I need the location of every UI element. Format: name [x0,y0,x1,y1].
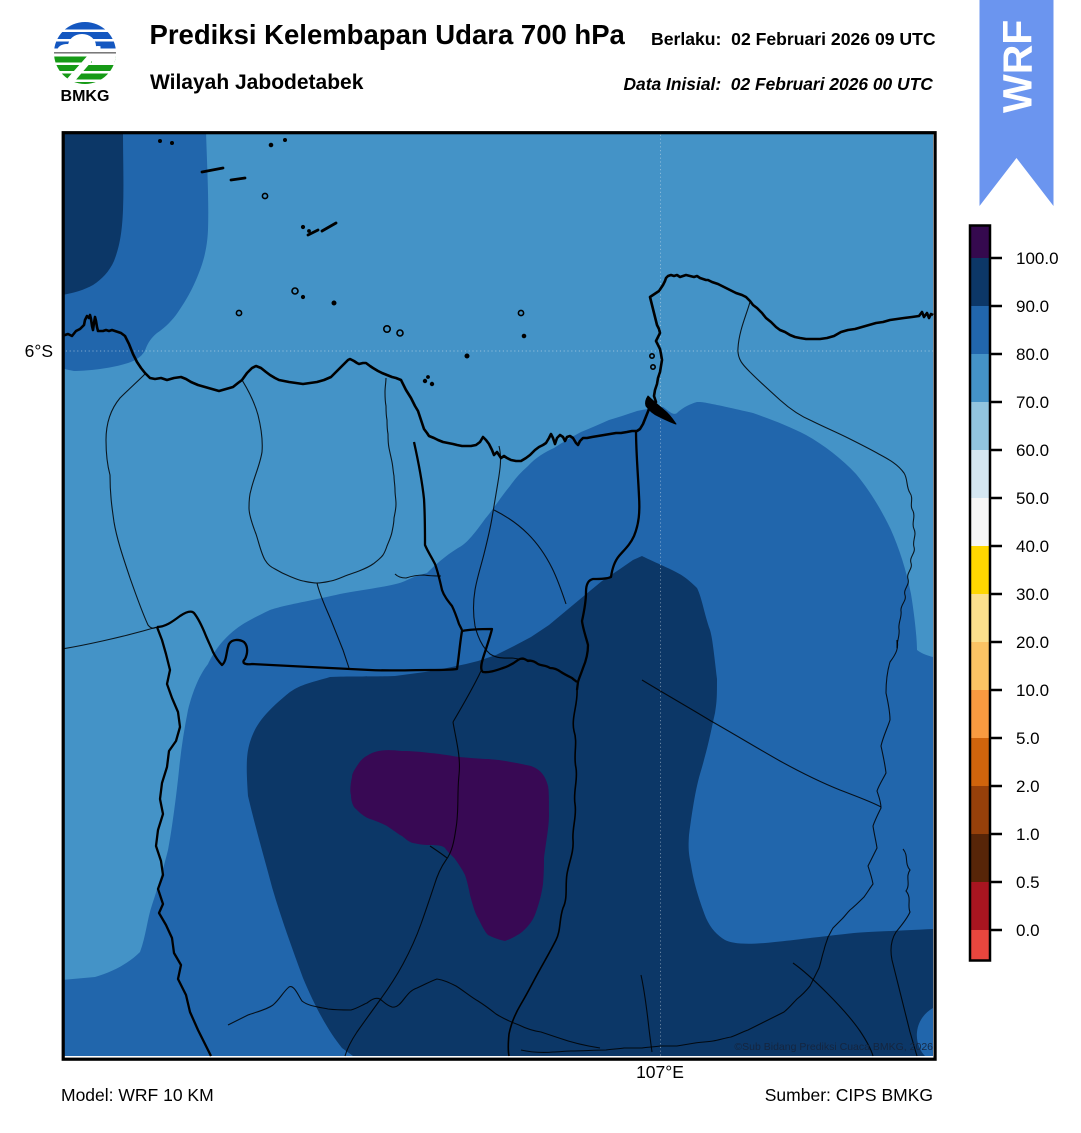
svg-text:Wilayah Jabodetabek: Wilayah Jabodetabek [150,71,364,94]
svg-text:80.0: 80.0 [1016,345,1049,364]
svg-text:60.0: 60.0 [1016,441,1049,460]
svg-text:Berlaku: 02 Februari 2026 09: Berlaku: 02 Februari 2026 09 UTC [651,29,936,49]
svg-text:0.0: 0.0 [1016,921,1040,940]
svg-text:50.0: 50.0 [1016,489,1049,508]
svg-text:40.0: 40.0 [1016,537,1049,556]
svg-text:100.0: 100.0 [1016,249,1059,268]
svg-text:BMKG: BMKG [61,88,110,105]
svg-text:20.0: 20.0 [1016,633,1049,652]
svg-text:Data Inisial: 02 Februari 202: Data Inisial: 02 Februari 2026 00 UTC [624,74,934,94]
svg-text:70.0: 70.0 [1016,393,1049,412]
svg-text:0.5: 0.5 [1016,873,1040,892]
svg-text:6°S: 6°S [25,341,53,361]
svg-text:2.0: 2.0 [1016,777,1040,796]
svg-text:90.0: 90.0 [1016,297,1049,316]
svg-text:Model: WRF 10 KM: Model: WRF 10 KM [61,1085,214,1105]
svg-text:5.0: 5.0 [1016,729,1040,748]
svg-text:©Sub Bidang Prediksi Cuaca BMK: ©Sub Bidang Prediksi Cuaca BMKG, 2026 [734,1041,933,1053]
svg-text:10.0: 10.0 [1016,681,1049,700]
svg-text:Sumber: CIPS BMKG: Sumber: CIPS BMKG [765,1085,933,1105]
svg-text:1.0: 1.0 [1016,825,1040,844]
svg-text:WRF: WRF [995,20,1041,113]
svg-text:107°E: 107°E [636,1062,684,1082]
svg-text:30.0: 30.0 [1016,585,1049,604]
svg-text:Prediksi Kelembapan Udara 700: Prediksi Kelembapan Udara 700 hPa [150,19,626,50]
